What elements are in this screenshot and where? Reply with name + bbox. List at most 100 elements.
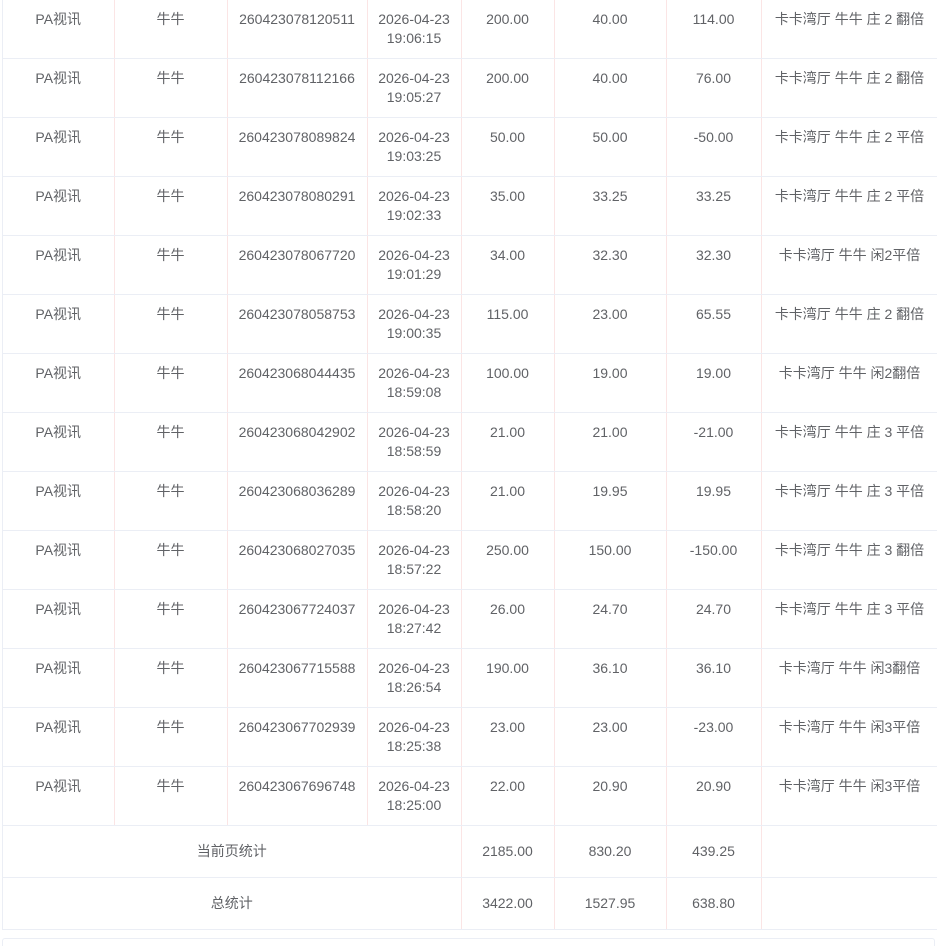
table-row[interactable]: PA视讯 牛牛 260423067724037 2026-04-23 18:27:42… — [3, 589, 937, 649]
cell-time: 2026-04-23 19:03:25 — [367, 117, 462, 177]
cell-detail: 卡卡湾厅 牛牛 庄 3 平倍 — [761, 589, 937, 649]
cell-game: 牛牛 — [114, 235, 228, 295]
cell-detail: 卡卡湾厅 牛牛 庄 3 平倍 — [761, 412, 937, 472]
summary-valid-bet: 1527.95 — [554, 877, 667, 930]
table-row[interactable]: PA视讯 牛牛 260423078058753 2026-04-23 19:00:35… — [3, 294, 937, 354]
cell-profit: 65.55 — [666, 294, 762, 354]
cell-bet-amount: 23.00 — [461, 707, 555, 767]
cell-valid-bet: 40.00 — [554, 58, 667, 118]
cell-time: 2026-04-23 19:05:27 — [367, 58, 462, 118]
cell-detail: 卡卡湾厅 牛牛 闲2翻倍 — [761, 353, 937, 413]
cell-time: 2026-04-23 18:25:00 — [367, 766, 462, 826]
cell-time: 2026-04-23 19:02:33 — [367, 176, 462, 236]
bet-records-table: PA视讯 牛牛 260423078120511 2026-04-23 19:06:15… — [3, 0, 937, 930]
table-row[interactable]: PA视讯 牛牛 260423067696748 2026-04-23 18:25:00… — [3, 766, 937, 826]
cell-order-no: 260423078080291 — [227, 176, 368, 236]
table-row[interactable]: PA视讯 牛牛 260423068036289 2026-04-23 18:58:20… — [3, 471, 937, 531]
table-row[interactable]: PA视讯 牛牛 260423067715588 2026-04-23 18:26:54… — [3, 648, 937, 708]
cell-profit: 24.70 — [666, 589, 762, 649]
cell-detail: 卡卡湾厅 牛牛 庄 3 翻倍 — [761, 530, 937, 590]
cell-bet-amount: 22.00 — [461, 766, 555, 826]
summary-row: 总统计 3422.00 1527.95 638.80 — [3, 877, 937, 930]
cell-time: 2026-04-23 19:01:29 — [367, 235, 462, 295]
cell-game: 牛牛 — [114, 294, 228, 354]
cell-profit: 19.95 — [666, 471, 762, 531]
cell-game: 牛牛 — [114, 353, 228, 413]
summary-detail — [761, 877, 937, 930]
cell-time: 2026-04-23 18:59:08 — [367, 353, 462, 413]
cell-platform: PA视讯 — [3, 176, 115, 236]
summary-profit: 638.80 — [666, 877, 762, 930]
table-body: PA视讯 牛牛 260423078120511 2026-04-23 19:06:15… — [3, 0, 937, 930]
cell-game: 牛牛 — [114, 648, 228, 708]
cell-profit: -150.00 — [666, 530, 762, 590]
cell-game: 牛牛 — [114, 412, 228, 472]
cell-platform: PA视讯 — [3, 235, 115, 295]
cell-valid-bet: 20.90 — [554, 766, 667, 826]
cell-detail: 卡卡湾厅 牛牛 庄 2 平倍 — [761, 117, 937, 177]
summary-bet-amount: 3422.00 — [461, 877, 555, 930]
cell-game: 牛牛 — [114, 0, 228, 59]
cell-platform: PA视讯 — [3, 707, 115, 767]
cell-time: 2026-04-23 18:26:54 — [367, 648, 462, 708]
cell-game: 牛牛 — [114, 176, 228, 236]
cell-time: 2026-04-23 18:58:59 — [367, 412, 462, 472]
summary-label: 当前页统计 — [3, 825, 462, 878]
cell-valid-bet: 24.70 — [554, 589, 667, 649]
cell-bet-amount: 115.00 — [461, 294, 555, 354]
cell-time: 2026-04-23 18:57:22 — [367, 530, 462, 590]
table-row[interactable]: PA视讯 牛牛 260423078112166 2026-04-23 19:05:27… — [3, 58, 937, 118]
cell-detail: 卡卡湾厅 牛牛 闲3平倍 — [761, 766, 937, 826]
cell-valid-bet: 19.95 — [554, 471, 667, 531]
table-row[interactable]: PA视讯 牛牛 260423068044435 2026-04-23 18:59:08… — [3, 353, 937, 413]
cell-profit: 19.00 — [666, 353, 762, 413]
cell-profit: 20.90 — [666, 766, 762, 826]
cell-platform: PA视讯 — [3, 294, 115, 354]
cell-detail: 卡卡湾厅 牛牛 庄 2 平倍 — [761, 176, 937, 236]
cell-profit: 76.00 — [666, 58, 762, 118]
bottom-panel — [2, 938, 935, 946]
cell-bet-amount: 26.00 — [461, 589, 555, 649]
summary-valid-bet: 830.20 — [554, 825, 667, 878]
table-row[interactable]: PA视讯 牛牛 260423078089824 2026-04-23 19:03:25… — [3, 117, 937, 177]
cell-platform: PA视讯 — [3, 530, 115, 590]
cell-platform: PA视讯 — [3, 58, 115, 118]
cell-bet-amount: 100.00 — [461, 353, 555, 413]
cell-order-no: 260423078089824 — [227, 117, 368, 177]
table-row[interactable]: PA视讯 牛牛 260423078067720 2026-04-23 19:01:29… — [3, 235, 937, 295]
cell-detail: 卡卡湾厅 牛牛 庄 2 翻倍 — [761, 0, 937, 59]
cell-bet-amount: 200.00 — [461, 0, 555, 59]
cell-platform: PA视讯 — [3, 471, 115, 531]
cell-valid-bet: 19.00 — [554, 353, 667, 413]
table-row[interactable]: PA视讯 牛牛 260423068027035 2026-04-23 18:57:22… — [3, 530, 937, 590]
cell-platform: PA视讯 — [3, 0, 115, 59]
cell-order-no: 260423068027035 — [227, 530, 368, 590]
cell-profit: 32.30 — [666, 235, 762, 295]
cell-time: 2026-04-23 18:58:20 — [367, 471, 462, 531]
cell-bet-amount: 190.00 — [461, 648, 555, 708]
cell-valid-bet: 40.00 — [554, 0, 667, 59]
cell-valid-bet: 36.10 — [554, 648, 667, 708]
table-row[interactable]: PA视讯 牛牛 260423078120511 2026-04-23 19:06:15… — [3, 0, 937, 59]
cell-valid-bet: 50.00 — [554, 117, 667, 177]
cell-game: 牛牛 — [114, 766, 228, 826]
cell-time: 2026-04-23 19:00:35 — [367, 294, 462, 354]
cell-valid-bet: 33.25 — [554, 176, 667, 236]
cell-valid-bet: 23.00 — [554, 294, 667, 354]
cell-order-no: 260423078120511 — [227, 0, 368, 59]
table-row[interactable]: PA视讯 牛牛 260423068042902 2026-04-23 18:58:59… — [3, 412, 937, 472]
cell-time: 2026-04-23 18:27:42 — [367, 589, 462, 649]
cell-game: 牛牛 — [114, 58, 228, 118]
table-row[interactable]: PA视讯 牛牛 260423067702939 2026-04-23 18:25:38… — [3, 707, 937, 767]
cell-detail: 卡卡湾厅 牛牛 闲3平倍 — [761, 707, 937, 767]
cell-order-no: 260423078067720 — [227, 235, 368, 295]
cell-valid-bet: 21.00 — [554, 412, 667, 472]
cell-time: 2026-04-23 18:25:38 — [367, 707, 462, 767]
cell-order-no: 260423068036289 — [227, 471, 368, 531]
cell-order-no: 260423067702939 — [227, 707, 368, 767]
cell-game: 牛牛 — [114, 471, 228, 531]
cell-profit: -50.00 — [666, 117, 762, 177]
cell-detail: 卡卡湾厅 牛牛 庄 2 翻倍 — [761, 58, 937, 118]
table-row[interactable]: PA视讯 牛牛 260423078080291 2026-04-23 19:02:33… — [3, 176, 937, 236]
